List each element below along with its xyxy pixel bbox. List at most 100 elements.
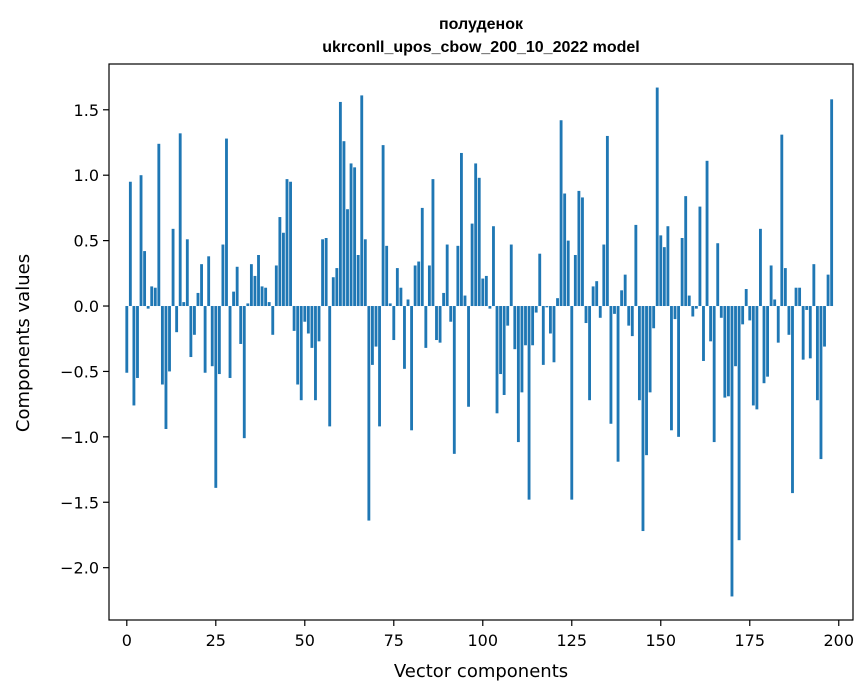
x-tick-label: 100 xyxy=(468,631,499,650)
bar xyxy=(719,306,723,318)
bar xyxy=(766,306,769,377)
bar xyxy=(794,287,798,307)
bar xyxy=(801,306,805,360)
bar xyxy=(403,306,406,369)
bar xyxy=(306,306,310,334)
bar xyxy=(356,255,360,307)
bar xyxy=(730,306,734,597)
bar xyxy=(691,306,695,317)
bar xyxy=(830,99,834,307)
x-tick-label: 200 xyxy=(823,631,854,650)
bar xyxy=(193,306,196,335)
bar xyxy=(338,101,342,307)
bar xyxy=(609,306,613,424)
bar xyxy=(527,306,531,500)
bar xyxy=(200,264,203,307)
bar xyxy=(673,306,677,320)
bar xyxy=(645,306,648,456)
bar xyxy=(602,244,606,307)
bar xyxy=(787,306,791,335)
bar xyxy=(538,253,542,307)
bar xyxy=(463,295,467,307)
y-tick-label: 0.0 xyxy=(74,297,99,316)
bar xyxy=(659,235,663,307)
bar xyxy=(812,264,816,307)
bar xyxy=(342,141,346,307)
bar xyxy=(217,306,221,375)
bar xyxy=(492,226,495,307)
bar xyxy=(506,306,510,326)
bar xyxy=(495,306,499,414)
bar xyxy=(367,306,371,521)
bar xyxy=(235,266,239,307)
bar xyxy=(242,306,246,439)
bar xyxy=(143,251,147,307)
x-tick-label: 125 xyxy=(557,631,588,650)
bar xyxy=(819,306,823,460)
bar xyxy=(520,306,524,393)
bar xyxy=(484,275,488,307)
bar xyxy=(712,306,716,443)
bar xyxy=(363,239,367,307)
bar xyxy=(321,239,325,307)
bar xyxy=(694,306,698,309)
bar xyxy=(670,306,673,431)
bar xyxy=(417,261,421,307)
bar xyxy=(470,223,474,307)
bar xyxy=(260,286,264,307)
bar xyxy=(435,306,438,341)
bar xyxy=(584,306,588,324)
bar xyxy=(652,306,656,329)
bar xyxy=(826,274,830,307)
y-tick-label: 1.0 xyxy=(74,166,99,185)
bar xyxy=(687,295,691,307)
bar xyxy=(445,244,449,307)
x-axis-ticks: 0 25 50 75 100 125 150 175 200 xyxy=(122,620,854,650)
bar xyxy=(232,291,236,307)
bar xyxy=(271,306,275,335)
bar xyxy=(168,306,171,372)
x-tick-label: 0 xyxy=(122,631,132,650)
bar xyxy=(285,179,289,307)
bar xyxy=(136,306,139,378)
bar xyxy=(741,306,745,325)
bar xyxy=(449,306,453,322)
bar xyxy=(524,306,527,346)
bar xyxy=(210,306,214,367)
bar xyxy=(410,306,414,431)
bar xyxy=(548,306,552,334)
bar xyxy=(534,306,538,313)
bar xyxy=(203,306,207,373)
bar xyxy=(299,306,303,401)
bar xyxy=(823,306,826,347)
bar xyxy=(395,268,399,307)
bar xyxy=(207,256,211,307)
bar xyxy=(160,306,164,385)
bar xyxy=(196,292,200,307)
bar xyxy=(413,265,417,307)
bar xyxy=(566,240,570,307)
bar xyxy=(726,306,730,397)
y-tick-label: 1.5 xyxy=(74,101,99,120)
bar xyxy=(438,306,442,343)
bar xyxy=(791,306,794,494)
bar xyxy=(751,306,755,406)
bar xyxy=(481,278,485,307)
bar xyxy=(705,160,709,307)
bar xyxy=(499,306,503,375)
bar xyxy=(595,281,599,307)
bar xyxy=(581,197,584,307)
bar xyxy=(171,228,175,307)
y-axis-label: Components values xyxy=(13,254,34,432)
bar xyxy=(641,306,645,532)
bar xyxy=(328,306,332,427)
bar xyxy=(623,274,627,307)
y-tick-label: −0.5 xyxy=(60,362,99,381)
bar xyxy=(677,306,680,437)
bar xyxy=(648,306,652,393)
bar xyxy=(755,306,759,410)
bar xyxy=(317,306,321,342)
bar xyxy=(371,306,374,365)
bar xyxy=(349,163,353,307)
